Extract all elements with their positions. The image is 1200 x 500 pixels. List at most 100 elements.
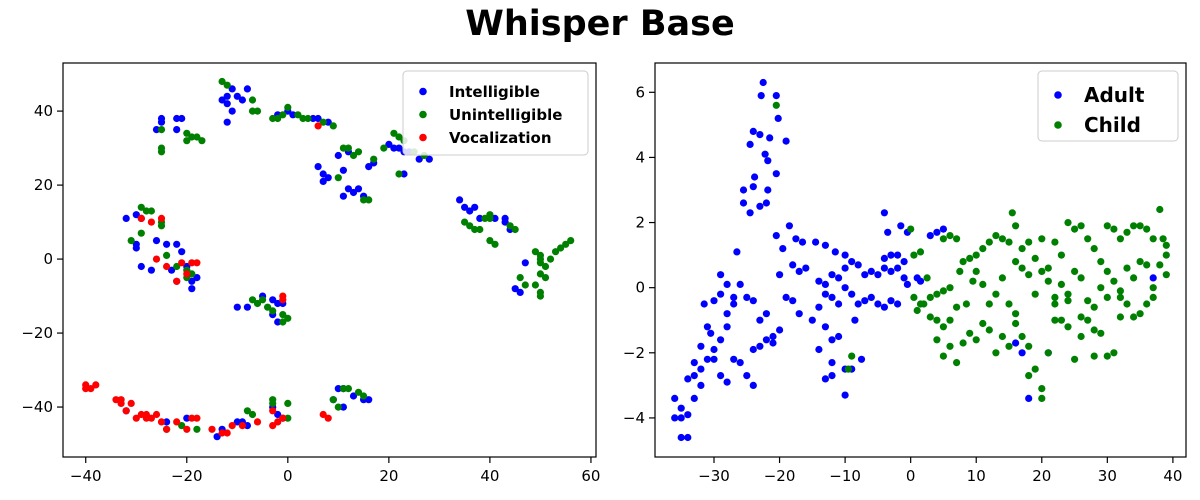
data-point (344, 185, 352, 193)
data-point (1025, 394, 1033, 402)
data-point (946, 342, 954, 350)
legend-marker (419, 87, 427, 96)
data-point (147, 207, 155, 215)
data-point (1077, 274, 1085, 282)
data-point (1025, 372, 1033, 380)
data-point (147, 266, 155, 274)
data-point (1084, 297, 1092, 305)
data-point (1156, 261, 1164, 269)
data-point (183, 425, 191, 433)
data-point (385, 140, 393, 148)
data-point (269, 114, 277, 123)
data-point (962, 300, 971, 308)
data-point (894, 300, 902, 308)
data-point (531, 248, 540, 256)
data-point (294, 111, 302, 119)
data-point (815, 303, 823, 311)
data-point (1090, 326, 1098, 334)
data-point (939, 323, 948, 331)
data-point (471, 225, 479, 234)
data-point (703, 355, 712, 363)
data-point (137, 203, 145, 211)
data-point (223, 118, 231, 126)
data-point (541, 262, 550, 271)
data-point (319, 170, 327, 178)
data-point (772, 232, 780, 240)
data-point (939, 225, 948, 233)
data-point (253, 418, 262, 426)
data-point (173, 126, 181, 134)
data-point (1110, 349, 1118, 357)
data-point (491, 214, 499, 222)
data-point (339, 403, 347, 411)
data-point (762, 199, 771, 207)
data-point (329, 396, 337, 404)
data-point (743, 372, 751, 380)
data-point (880, 254, 889, 262)
data-point (157, 126, 166, 134)
data-point (157, 114, 166, 123)
data-point (1097, 284, 1105, 292)
data-point (985, 300, 993, 308)
data-point (501, 218, 509, 226)
data-point (360, 392, 368, 400)
data-point (536, 270, 545, 278)
data-point (717, 336, 725, 344)
data-point (344, 144, 352, 152)
data-point (163, 240, 171, 248)
data-point (946, 284, 954, 292)
data-point (218, 77, 226, 86)
data-point (789, 297, 797, 305)
data-point (1103, 267, 1111, 275)
data-point (1064, 323, 1072, 331)
data-point (334, 174, 342, 182)
data-point (248, 296, 257, 304)
data-point (183, 129, 191, 137)
data-point (117, 399, 125, 407)
data-point (1012, 222, 1020, 230)
data-point (253, 299, 262, 308)
data-point (228, 422, 236, 430)
data-point (757, 92, 765, 100)
data-point (1025, 342, 1033, 350)
data-point (736, 280, 744, 288)
data-point (841, 251, 849, 259)
data-point (844, 365, 853, 373)
data-point (910, 251, 918, 259)
data-point (147, 414, 155, 422)
data-point (749, 381, 757, 389)
data-point (269, 307, 277, 315)
data-point (756, 131, 764, 139)
data-point (1071, 267, 1079, 275)
data-point (476, 214, 484, 222)
data-point (1077, 332, 1085, 341)
data-point (762, 336, 771, 344)
data-point (248, 107, 257, 115)
data-point (1038, 394, 1046, 402)
data-point (746, 209, 754, 217)
data-point (897, 222, 905, 230)
data-point (1084, 235, 1092, 243)
data-point (808, 316, 816, 324)
data-point (733, 248, 741, 256)
data-point (690, 359, 698, 367)
data-point (137, 229, 145, 237)
data-point (223, 429, 231, 437)
data-point (157, 144, 166, 152)
data-point (913, 306, 921, 315)
data-point (697, 342, 705, 350)
data-point (112, 396, 120, 404)
data-point (946, 316, 954, 324)
data-point (178, 114, 186, 123)
data-point (700, 300, 708, 308)
data-point (1071, 225, 1079, 233)
data-point (782, 137, 790, 145)
data-point (1143, 261, 1151, 269)
data-point (835, 300, 843, 308)
data-point (334, 403, 342, 411)
data-point (671, 414, 679, 422)
data-point (466, 207, 474, 215)
data-point (163, 262, 171, 271)
data-point (390, 129, 398, 137)
data-point (147, 218, 155, 226)
